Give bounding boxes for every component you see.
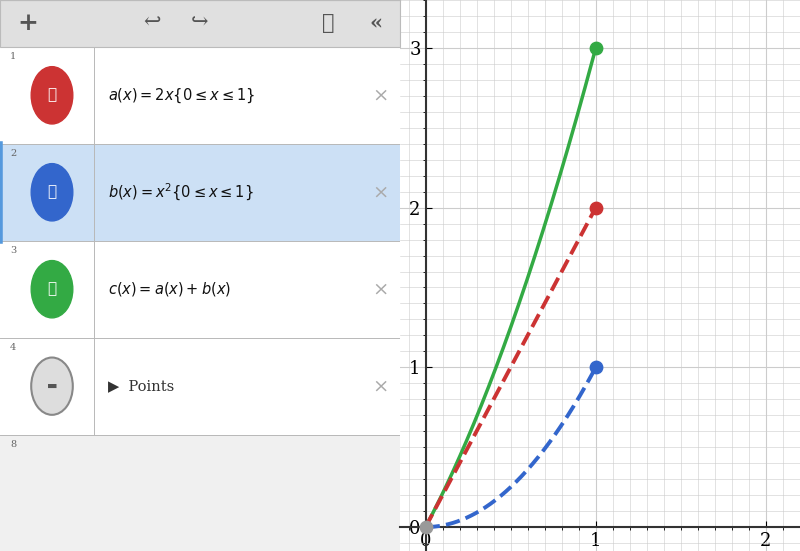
Circle shape: [31, 358, 73, 415]
Bar: [0, 338, 400, 435]
Bar: [0, 241, 400, 338]
Text: ×: ×: [372, 87, 388, 104]
Bar: [0, 47, 400, 144]
Text: ∿: ∿: [47, 185, 57, 199]
Text: 1: 1: [10, 52, 16, 61]
Text: 4: 4: [10, 343, 16, 352]
Text: $a(x) = 2x\{0 \leq x \leq 1\}$: $a(x) = 2x\{0 \leq x \leq 1\}$: [108, 86, 255, 105]
Text: 8: 8: [10, 440, 16, 449]
Circle shape: [31, 164, 73, 221]
Bar: [0, 144, 400, 241]
Text: ∿: ∿: [47, 88, 57, 102]
Point: [590, 363, 602, 372]
Text: «: «: [370, 13, 382, 34]
Text: ▬: ▬: [46, 381, 58, 391]
Text: ×: ×: [372, 377, 388, 395]
Text: ▶  Points: ▶ Points: [108, 379, 174, 393]
Text: +: +: [18, 12, 38, 35]
Text: ↪: ↪: [191, 14, 209, 33]
Text: ×: ×: [372, 183, 388, 201]
Text: ↩: ↩: [143, 14, 161, 33]
Point: [419, 523, 432, 532]
Text: $c(x) = a(x)+b(x)$: $c(x) = a(x)+b(x)$: [108, 280, 231, 298]
Text: $b(x) = x^2\{0 \leq x \leq 1\}$: $b(x) = x^2\{0 \leq x \leq 1\}$: [108, 182, 254, 203]
Circle shape: [31, 67, 73, 124]
Point: [590, 44, 602, 52]
Text: ⚙: ⚙: [322, 14, 334, 33]
Point: [590, 203, 602, 212]
Text: ∿: ∿: [47, 282, 57, 296]
Text: ×: ×: [372, 280, 388, 298]
Text: 3: 3: [10, 246, 16, 255]
Bar: [0, 0, 400, 47]
Text: 2: 2: [10, 149, 16, 158]
Circle shape: [31, 261, 73, 318]
